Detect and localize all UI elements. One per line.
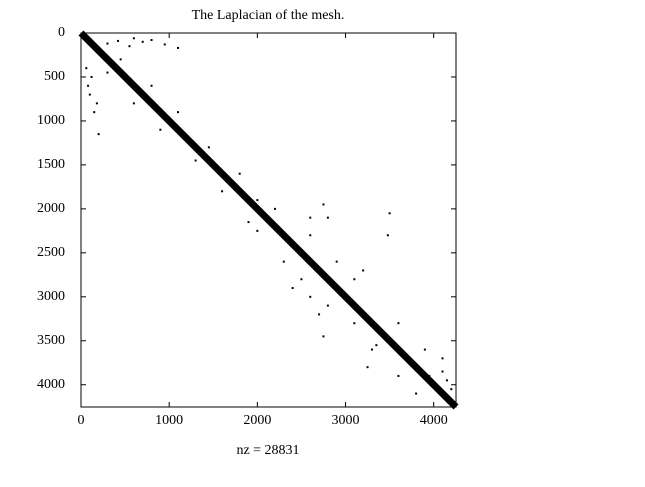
nonzero-dot bbox=[375, 344, 378, 347]
nonzero-dot bbox=[238, 172, 241, 175]
y-tick-label: 2500 bbox=[37, 245, 65, 260]
nonzero-dot bbox=[150, 39, 153, 42]
nonzero-dot bbox=[450, 388, 453, 391]
y-tick-label: 1500 bbox=[37, 157, 65, 172]
y-tick-label: 3500 bbox=[37, 333, 65, 348]
nonzero-dot bbox=[207, 146, 210, 149]
nonzero-dot bbox=[335, 260, 338, 263]
nonzero-dot bbox=[309, 234, 312, 237]
nonzero-dot bbox=[322, 335, 325, 338]
nonzero-dot bbox=[441, 370, 444, 373]
x-tick-label: 2000 bbox=[243, 413, 271, 428]
nonzero-dot bbox=[163, 43, 166, 46]
y-tick-label: 0 bbox=[58, 25, 65, 40]
nonzero-dot bbox=[445, 379, 448, 382]
nonzero-dot bbox=[221, 190, 224, 193]
nonzero-dot bbox=[97, 133, 100, 136]
nonzero-dot bbox=[386, 234, 389, 237]
nonzero-dot bbox=[194, 159, 197, 162]
nonzero-dot bbox=[282, 260, 285, 263]
nonzero-dot bbox=[247, 221, 250, 224]
nonzero-dot bbox=[106, 42, 109, 45]
nonzero-dot bbox=[119, 58, 122, 61]
nonzero-dot bbox=[362, 269, 365, 272]
y-tick-label: 4000 bbox=[37, 377, 65, 392]
diagonal-band bbox=[78, 30, 459, 410]
nonzero-dot bbox=[388, 212, 391, 215]
nonzero-dot bbox=[132, 102, 135, 105]
nonzero-dot bbox=[441, 357, 444, 360]
y-tick-label: 500 bbox=[44, 69, 65, 84]
nonzero-dot bbox=[87, 84, 90, 87]
nonzero-dot bbox=[415, 392, 418, 395]
nonzero-dot bbox=[117, 39, 120, 42]
nonzero-dot bbox=[159, 128, 162, 131]
nonzero-dot bbox=[95, 102, 98, 105]
nonzero-dot bbox=[318, 313, 321, 316]
y-tick-label: 3000 bbox=[37, 289, 65, 304]
x-tick-label: 3000 bbox=[332, 413, 360, 428]
nonzero-dot bbox=[300, 278, 303, 281]
chart-title: The Laplacian of the mesh. bbox=[192, 8, 345, 23]
y-tick-label: 2000 bbox=[37, 201, 65, 216]
x-axis-label: nz = 28831 bbox=[236, 443, 299, 458]
nonzero-dot bbox=[423, 348, 426, 351]
nonzero-dot bbox=[309, 295, 312, 298]
nonzero-dot bbox=[176, 46, 179, 49]
nonzero-dot bbox=[150, 84, 153, 87]
nonzero-dot bbox=[85, 67, 88, 70]
nonzero-dot bbox=[128, 45, 131, 48]
nonzero-dot bbox=[309, 216, 312, 219]
nonzero-dot bbox=[256, 229, 259, 232]
nonzero-dot bbox=[88, 93, 91, 96]
nonzero-dot bbox=[366, 366, 369, 369]
nonzero-dot bbox=[291, 287, 294, 290]
nonzero-dot bbox=[322, 203, 325, 206]
nonzero-dot bbox=[273, 207, 276, 210]
x-tick-label: 1000 bbox=[155, 413, 183, 428]
nonzero-dot bbox=[326, 216, 329, 219]
x-tick-label: 0 bbox=[78, 413, 85, 428]
nonzero-dot bbox=[106, 71, 109, 74]
nonzero-dot bbox=[256, 199, 259, 202]
nonzero-dot bbox=[90, 75, 93, 78]
nonzero-dot bbox=[132, 37, 135, 40]
nonzero-dot bbox=[428, 374, 431, 377]
nonzero-dot bbox=[176, 111, 179, 114]
nonzero-dot bbox=[370, 348, 373, 351]
x-tick-label: 4000 bbox=[420, 413, 448, 428]
plot-frame bbox=[80, 32, 457, 408]
nonzero-dot bbox=[93, 111, 96, 114]
nonzero-dot bbox=[397, 322, 400, 325]
y-tick-label: 1000 bbox=[37, 113, 65, 128]
nonzero-dot bbox=[141, 40, 144, 43]
nonzero-dot bbox=[353, 322, 356, 325]
nonzero-dot bbox=[326, 304, 329, 307]
nonzero-dot bbox=[353, 278, 356, 281]
nonzero-dot bbox=[397, 374, 400, 377]
